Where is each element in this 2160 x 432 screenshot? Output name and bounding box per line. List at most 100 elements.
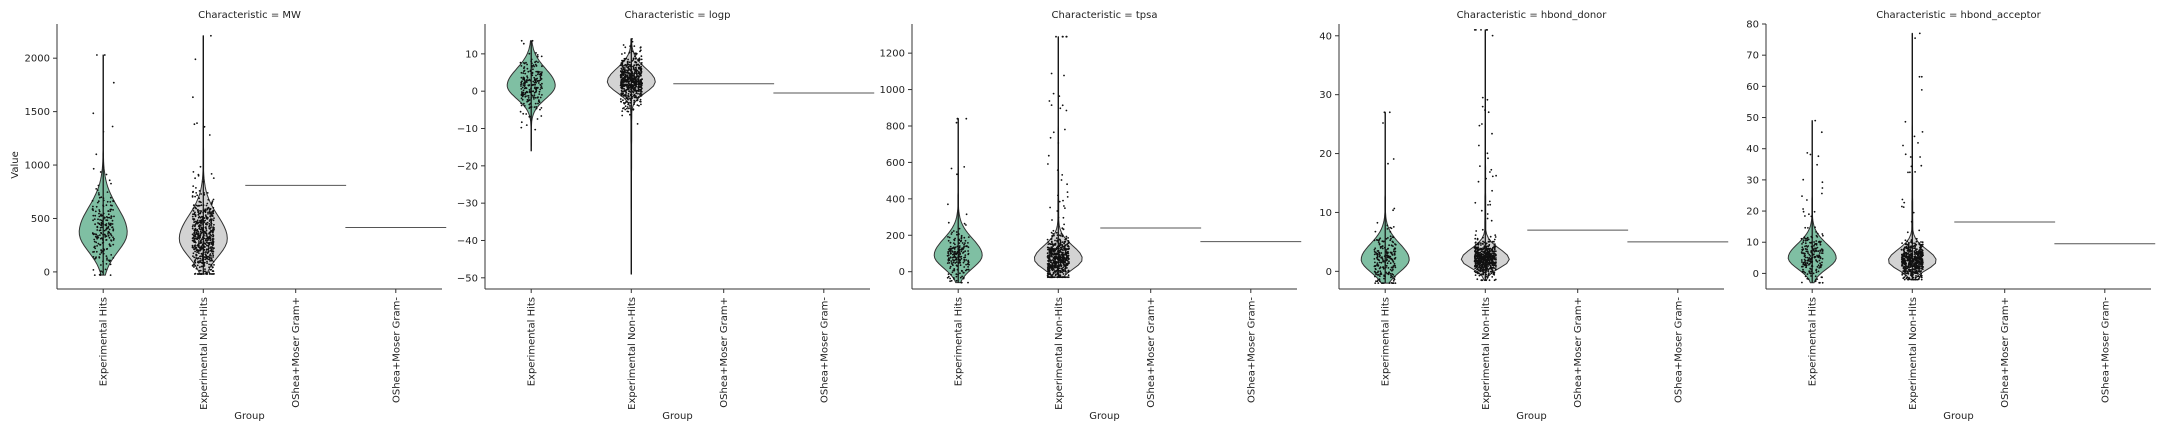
x-tick-label: OShea+Moser Gram-: [819, 297, 830, 403]
data-point: [1391, 282, 1394, 284]
data-point: [622, 68, 625, 71]
data-point: [212, 256, 215, 258]
data-point: [204, 239, 207, 242]
data-point: [202, 229, 204, 231]
data-point: [1062, 216, 1065, 219]
data-point: [622, 94, 625, 97]
data-point: [1481, 248, 1484, 251]
data-point: [1475, 260, 1478, 263]
data-point: [191, 225, 194, 228]
data-point: [1057, 242, 1060, 245]
data-point: [92, 205, 94, 208]
data-point: [1819, 265, 1821, 268]
data-point: [108, 231, 111, 234]
data-point: [1915, 237, 1918, 240]
data-point: [1910, 165, 1913, 168]
data-point: [1477, 180, 1480, 183]
data-point: [1494, 236, 1497, 238]
data-point: [1383, 246, 1386, 249]
data-point: [1477, 249, 1480, 251]
data-point: [534, 86, 536, 89]
data-point: [1061, 244, 1064, 247]
data-point: [1379, 254, 1381, 257]
data-point: [1489, 270, 1492, 273]
data-point: [1373, 253, 1376, 256]
data-point: [1489, 264, 1492, 267]
data-point: [1494, 268, 1497, 270]
data-point: [623, 107, 625, 109]
data-point: [194, 195, 197, 198]
data-point: [1053, 266, 1056, 269]
data-point: [636, 99, 639, 101]
data-point: [957, 247, 960, 250]
data-point: [963, 260, 966, 262]
data-point: [621, 68, 623, 70]
data-point: [625, 65, 627, 67]
data-point: [1487, 270, 1490, 273]
data-point: [95, 233, 97, 236]
data-point: [958, 245, 961, 247]
data-point: [1821, 257, 1824, 260]
data-point: [622, 82, 625, 84]
data-point: [627, 103, 629, 106]
data-point: [194, 227, 197, 230]
x-tick-label: OShea+Moser Gram-: [1246, 297, 1257, 403]
data-point: [195, 187, 197, 189]
data-point: [196, 194, 199, 197]
data-point: [1804, 248, 1807, 250]
data-point: [210, 34, 212, 37]
data-point: [1921, 263, 1924, 265]
data-point: [1067, 250, 1069, 253]
data-point: [105, 239, 108, 241]
data-point: [212, 270, 214, 272]
data-point: [1379, 270, 1382, 273]
data-point: [1489, 256, 1492, 259]
data-point: [1376, 250, 1379, 252]
data-point: [1380, 272, 1382, 274]
data-point: [197, 208, 199, 211]
data-point: [635, 82, 638, 85]
data-point: [539, 73, 542, 76]
data-point: [954, 258, 957, 261]
data-point: [1378, 259, 1380, 262]
data-point: [106, 216, 109, 219]
data-point: [631, 97, 633, 100]
data-point: [1388, 271, 1391, 274]
data-point: [1487, 111, 1490, 114]
data-point: [1058, 200, 1061, 203]
data-point: [635, 66, 637, 69]
data-point: [1484, 109, 1487, 112]
data-point: [105, 228, 107, 231]
data-point: [1488, 200, 1491, 203]
data-point: [1389, 262, 1392, 265]
data-point: [1912, 211, 1915, 214]
data-point: [1912, 258, 1915, 261]
data-point: [112, 209, 114, 211]
data-point: [637, 92, 639, 95]
data-point: [1904, 271, 1906, 274]
data-point: [521, 98, 524, 101]
data-point: [1482, 263, 1485, 266]
violin-points: [519, 39, 543, 131]
data-point: [621, 114, 624, 117]
data-point: [632, 91, 635, 94]
data-point: [1900, 248, 1903, 251]
data-point: [949, 256, 952, 259]
data-point: [953, 259, 955, 262]
data-point: [619, 75, 622, 77]
data-point: [967, 250, 969, 252]
data-point: [92, 219, 94, 222]
data-point: [1055, 269, 1058, 272]
data-point: [1481, 266, 1484, 269]
data-point: [95, 241, 98, 244]
data-point: [520, 85, 522, 87]
data-point: [1386, 248, 1389, 250]
data-point: [192, 210, 195, 212]
data-point: [100, 251, 103, 254]
data-point: [1495, 257, 1497, 259]
data-point: [1474, 249, 1477, 252]
data-point: [200, 224, 202, 226]
data-point: [956, 117, 959, 120]
data-point: [192, 185, 195, 188]
data-point: [206, 252, 209, 255]
